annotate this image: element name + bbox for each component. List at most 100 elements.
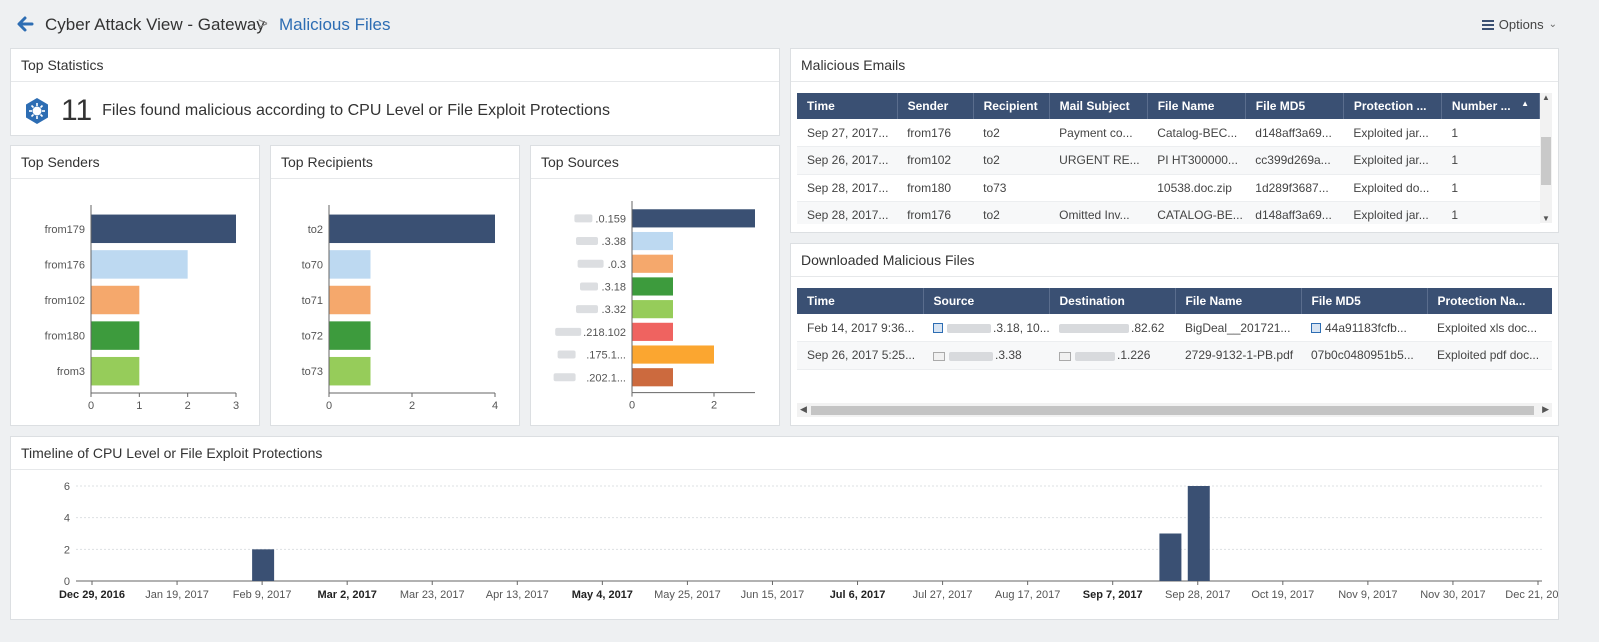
redacted-label xyxy=(577,259,604,268)
downloaded-files-panel: Downloaded Malicious Files Time Source Des… xyxy=(790,243,1559,426)
x-tick-label: Apr 13, 2017 xyxy=(486,589,549,601)
x-tick-label: Nov 30, 2017 xyxy=(1420,589,1485,601)
bar xyxy=(632,322,673,341)
protection-cell: Exploited xls doc... xyxy=(1427,314,1552,342)
scroll-thumb[interactable] xyxy=(1541,137,1551,185)
column-header[interactable]: Sender xyxy=(897,93,974,119)
malicious-emails-panel: Malicious Emails Time Sender Recipient Mail… xyxy=(790,48,1559,233)
x-tick-label: May 4, 2017 xyxy=(572,589,633,601)
statistics-description: Files found malicious according to CPU L… xyxy=(102,102,610,119)
breadcrumb-root[interactable]: Cyber Attack View - Gateway xyxy=(45,15,265,34)
category-label: from176 xyxy=(45,259,85,271)
top-statistics-panel: Top Statistics 11 Files found malicious … xyxy=(10,48,780,136)
breadcrumb-separator: > xyxy=(258,14,268,33)
files-horizontal-scrollbar[interactable]: ◀ ▶ xyxy=(797,403,1552,417)
tick-label: 2 xyxy=(409,400,415,412)
back-arrow-icon[interactable] xyxy=(14,13,36,35)
column-header[interactable]: File Name xyxy=(1147,93,1246,119)
panel-title: Downloaded Malicious Files xyxy=(791,244,1558,277)
column-header[interactable]: Protection ... xyxy=(1343,93,1442,119)
top-senders-chart: from179 from176 from102 from180 from3 0 1 2 3 xyxy=(45,205,239,412)
column-header[interactable]: Mail Subject xyxy=(1049,93,1148,119)
bar xyxy=(632,254,673,273)
table-cell: PI HT300000... xyxy=(1147,146,1246,175)
sort-ascending-icon[interactable]: ▲ xyxy=(1521,99,1529,108)
table-cell: Sep 28, 2017... xyxy=(797,174,898,202)
tick-label: 2 xyxy=(185,400,191,412)
category-label: .218.102 xyxy=(583,327,626,339)
table-cell: d148aff3a69... xyxy=(1245,119,1344,147)
table-row[interactable]: Sep 26, 2017 5:25... .3.38.1.226 2729-9132… xyxy=(797,341,1552,370)
table-cell: 1 xyxy=(1441,146,1540,175)
category-label: .202.1... xyxy=(586,372,626,384)
table-cell: d148aff3a69... xyxy=(1245,201,1344,224)
table-cell: to2 xyxy=(973,201,1050,224)
table-row[interactable]: Feb 14, 2017 9:36... .3.18, 10... .82.62 Bi… xyxy=(797,314,1552,342)
table-cell: Exploited do... xyxy=(1343,174,1442,202)
column-header[interactable]: Recipient xyxy=(973,93,1050,119)
column-header[interactable]: Source xyxy=(923,288,1050,314)
table-row[interactable]: Sep 28, 2017... from176 to2 Omitted Inv... C… xyxy=(797,201,1540,224)
table-row[interactable]: Sep 27, 2017... from176 to2 Payment co... Ca… xyxy=(797,119,1540,147)
md5-cell: 07b0c0480951b5... xyxy=(1301,341,1427,370)
table-cell: to2 xyxy=(973,146,1050,175)
top-recipients-panel: Top Recipients to2 to70 to71 to72 to73 0 2 4 xyxy=(270,145,520,426)
category-label: .3.32 xyxy=(602,304,626,316)
panel-title: Malicious Emails xyxy=(791,49,1558,82)
redacted-label xyxy=(576,237,598,246)
source-cell: .3.18, 10... xyxy=(923,314,1049,342)
table-row[interactable]: Sep 26, 2017... from102 to2 URGENT RE... PI … xyxy=(797,146,1540,175)
column-header[interactable]: Protection Na... xyxy=(1427,288,1552,314)
redacted-text xyxy=(947,323,991,333)
column-header[interactable]: Time xyxy=(797,93,898,119)
y-tick-label: 4 xyxy=(64,513,70,525)
table-cell: from102 xyxy=(897,146,974,175)
table-cell: CATALOG-BE... xyxy=(1147,201,1246,224)
timeline-panel: Timeline of CPU Level or File Exploit Pr… xyxy=(10,436,1571,620)
bar xyxy=(91,250,188,279)
table-cell: Exploited jar... xyxy=(1343,119,1442,147)
redacted-text xyxy=(1075,351,1115,361)
table-cell: from176 xyxy=(897,201,974,224)
scroll-thumb[interactable] xyxy=(811,406,1534,415)
bar xyxy=(329,285,371,315)
options-label: Options xyxy=(1498,17,1544,32)
bar xyxy=(632,277,673,296)
category-label: .0.3 xyxy=(608,259,626,271)
breadcrumb-current: Malicious Files xyxy=(279,15,391,34)
category-label: from180 xyxy=(45,331,85,343)
options-menu[interactable]: Options ⌄ xyxy=(1481,17,1557,32)
downloaded-files-table: Time Source Destination File Name File MD5 Pr… xyxy=(797,288,1552,370)
column-header[interactable]: File MD5 xyxy=(1245,93,1344,119)
category-label: to2 xyxy=(308,224,323,236)
timeline-chart: 0 2 4 6 Dec 29, 2016 Jan 19, 2017 Feb 9, 2017 M… xyxy=(59,481,1571,601)
top-sources-panel: Top Sources .0.159 .3.38 .0.3 .3.18 .3.32 .21… xyxy=(530,145,780,426)
bar xyxy=(632,209,755,228)
column-header[interactable]: File Name xyxy=(1175,288,1302,314)
bar xyxy=(329,214,495,244)
column-header[interactable]: File MD5 xyxy=(1301,288,1428,314)
category-label: from3 xyxy=(57,366,85,378)
x-tick-label: Aug 17, 2017 xyxy=(995,589,1060,601)
bar xyxy=(91,285,140,315)
x-tick-label: Nov 9, 2017 xyxy=(1338,589,1397,601)
image-icon xyxy=(933,351,945,361)
column-header[interactable]: Time xyxy=(797,288,924,314)
scroll-up-icon[interactable]: ▲ xyxy=(1542,93,1550,102)
y-tick-label: 6 xyxy=(64,481,70,493)
bar xyxy=(632,300,673,319)
scroll-right-icon[interactable]: ▶ xyxy=(1542,404,1549,414)
virus-icon xyxy=(26,98,48,124)
table-row[interactable]: Sep 28, 2017... from180 to73 10538.doc.zip 1… xyxy=(797,174,1540,202)
table-cell: Catalog-BEC... xyxy=(1147,119,1246,147)
md5-cell: 44a91183fcfb... xyxy=(1301,314,1427,342)
file-name-cell: BigDeal__201721... xyxy=(1175,314,1301,342)
emails-vertical-scrollbar[interactable]: ▲ ▼ xyxy=(1540,93,1552,223)
table-cell xyxy=(1049,174,1148,202)
column-header[interactable]: Destination xyxy=(1049,288,1176,314)
column-header[interactable]: Number ... ▲ xyxy=(1441,93,1540,119)
table-cell: 1 xyxy=(1441,201,1540,224)
scroll-left-icon[interactable]: ◀ xyxy=(800,404,807,414)
scroll-down-icon[interactable]: ▼ xyxy=(1542,214,1550,223)
x-tick-label: Jul 27, 2017 xyxy=(913,589,973,601)
